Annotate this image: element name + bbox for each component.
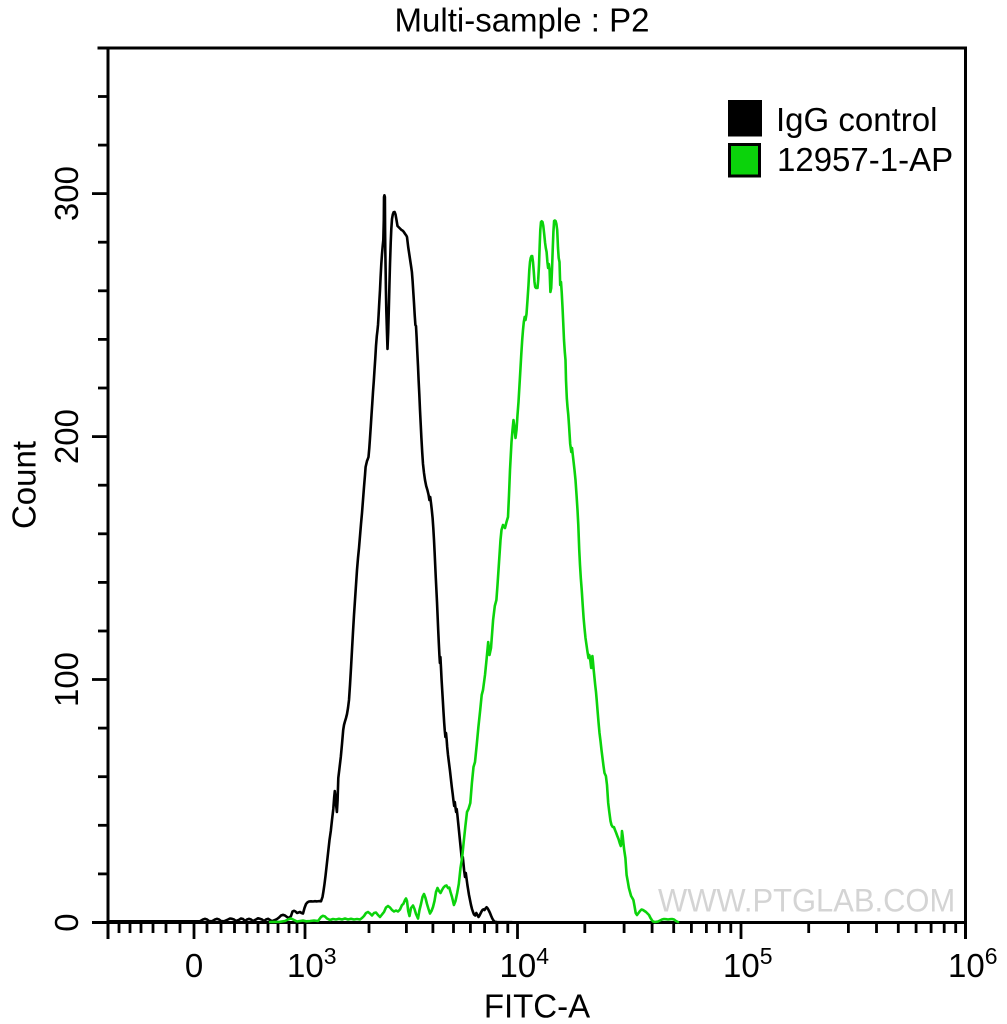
svg-text:12957-1-AP: 12957-1-AP [777, 141, 953, 178]
svg-text:Count: Count [6, 441, 43, 529]
svg-text:104: 104 [500, 943, 550, 984]
svg-text:FITC-A: FITC-A [484, 988, 590, 1024]
svg-text:200: 200 [48, 409, 85, 464]
svg-text:100: 100 [48, 652, 85, 707]
svg-text:IgG control: IgG control [776, 101, 937, 138]
svg-text:Multi-sample : P2: Multi-sample : P2 [395, 2, 650, 39]
svg-text:0: 0 [48, 913, 85, 931]
svg-text:0: 0 [185, 947, 203, 984]
svg-text:WWW.PTGLAB.COM: WWW.PTGLAB.COM [658, 882, 955, 919]
svg-text:300: 300 [48, 166, 85, 221]
